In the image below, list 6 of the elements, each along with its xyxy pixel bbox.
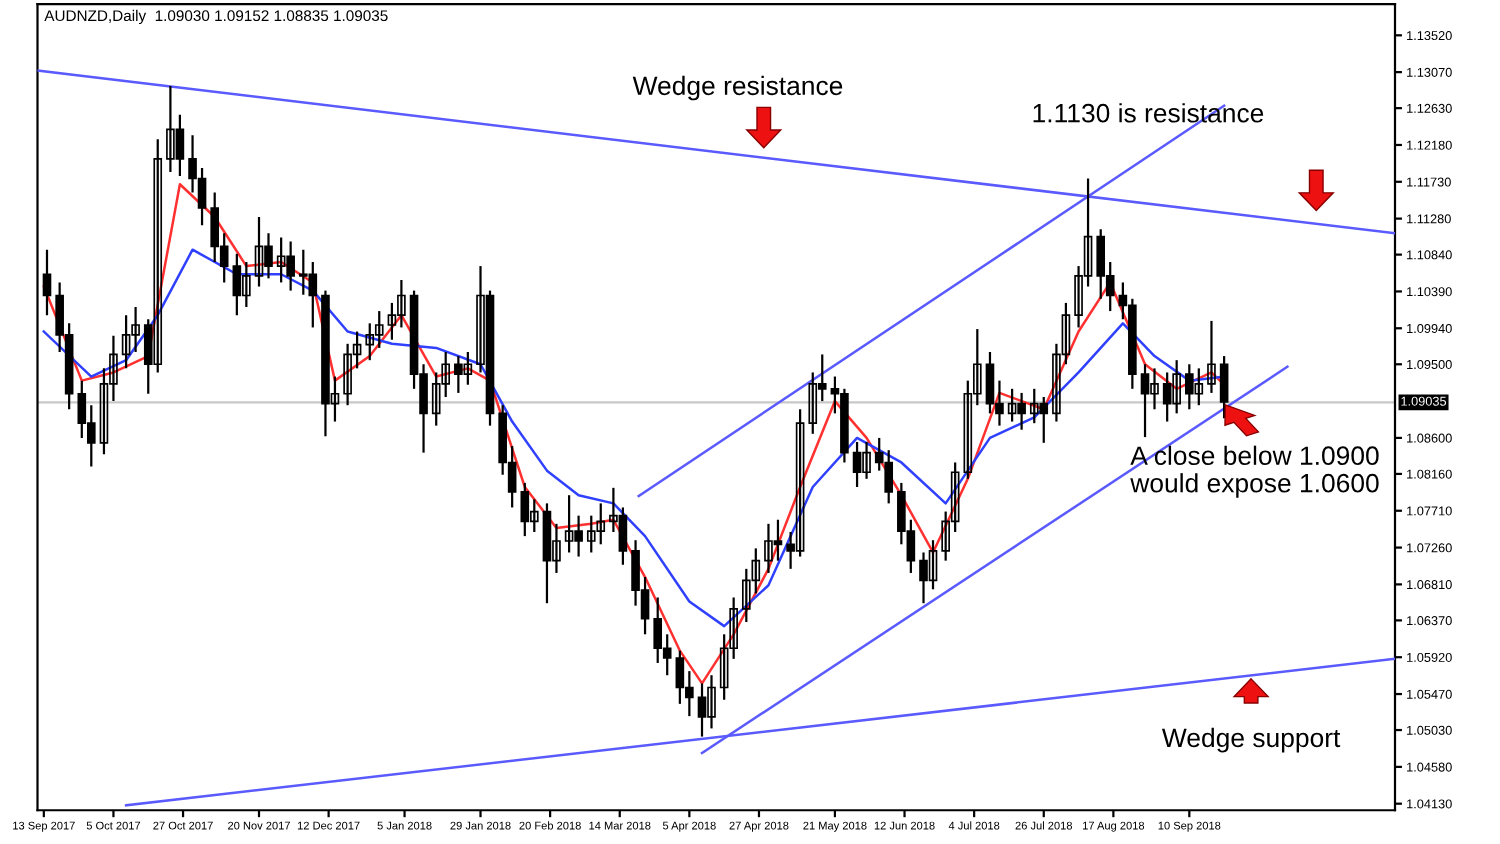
annotation: Wedge support xyxy=(1161,727,1341,753)
candlestick xyxy=(42,248,52,317)
candlestick xyxy=(1207,319,1216,395)
annotation: Wedge resistance xyxy=(632,75,843,101)
annotation: A close below 1.0900 would expose 1.0600 xyxy=(1130,445,1379,498)
candlestick xyxy=(1219,354,1229,420)
